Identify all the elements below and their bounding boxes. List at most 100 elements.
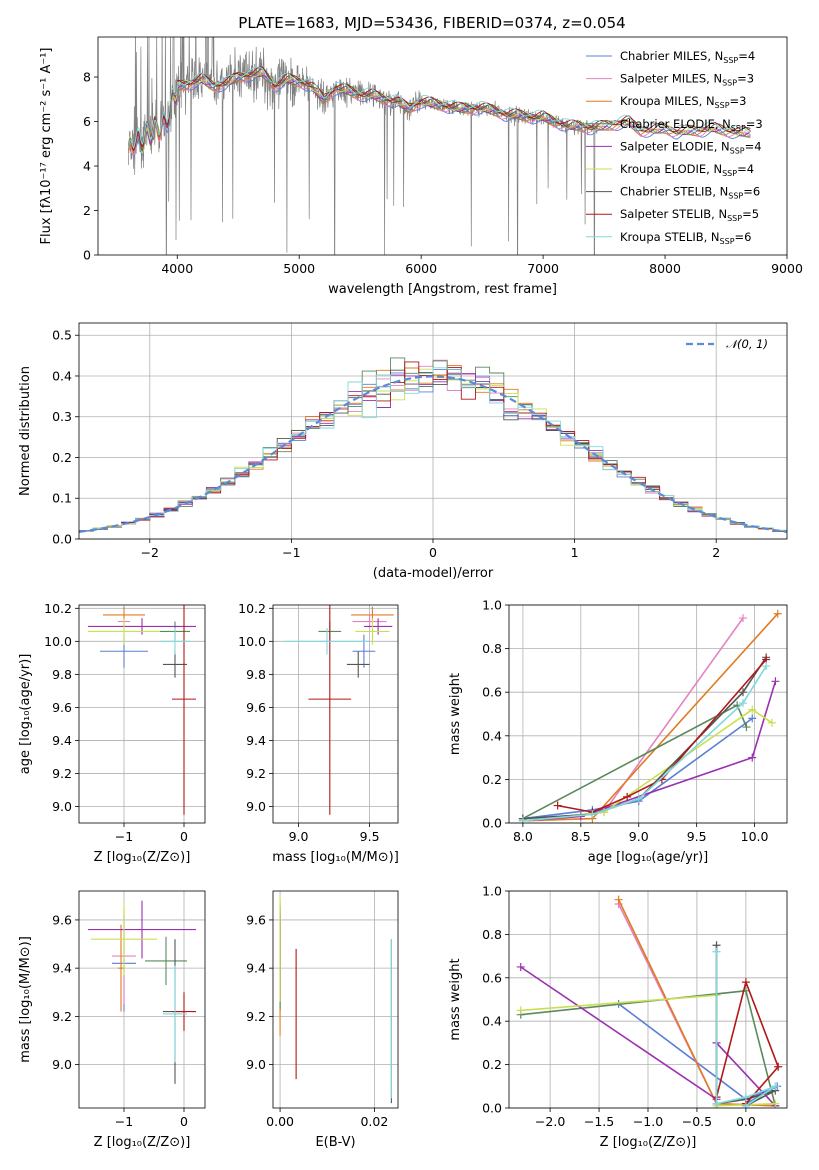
- mass-weight-marker: [516, 962, 525, 971]
- y-tick-label: 0.8: [482, 927, 502, 942]
- legend-entry: Salpeter MILES, NSSP=3: [620, 72, 754, 88]
- legend-entry: Kroupa STELIB, NSSP=6: [620, 230, 751, 246]
- y-axis-label: Normed distribution: [18, 366, 33, 496]
- x-tick-label: −2: [141, 545, 159, 560]
- y-tick-label: 9.0: [52, 799, 72, 814]
- model-spectrum-line-5: [128, 71, 751, 154]
- residual-histogram-panel: −2 −1 0 1 2 0.0 0.1 0.2 0.3 0.4 0.5 (data-model)/er…: [18, 322, 788, 581]
- y-tick-label: 0.4: [482, 728, 502, 743]
- x-tick-label: 8.5: [571, 829, 591, 844]
- legend-entry: Chabrier ELODIE, NSSP=3: [620, 117, 763, 133]
- y-axis-label: Flux [fλ10⁻¹⁷ erg cm⁻² s⁻¹ A⁻¹]: [39, 48, 54, 245]
- x-tick-label: 7000: [527, 261, 559, 276]
- mass-weight-line-8: [715, 979, 780, 1105]
- x-tick-label: 0.00: [266, 1114, 294, 1129]
- mass-weight-marker: [748, 714, 757, 723]
- y-tick-label: 9.8: [52, 667, 72, 682]
- axes-frame: [97, 36, 788, 256]
- y-tick-label: 9.6: [246, 912, 266, 927]
- axes-frame: [272, 890, 399, 1109]
- x-tick-label: 2: [712, 545, 720, 560]
- x-tick-label: 0: [429, 545, 437, 560]
- y-tick-label: 0: [83, 248, 91, 263]
- y-tick-label: 0.0: [52, 532, 72, 547]
- axes-frame: [272, 604, 399, 824]
- legend-entry: Salpeter STELIB, NSSP=5: [620, 207, 759, 223]
- x-tick-label: 9.0: [289, 829, 309, 844]
- mass-weight-marker: [741, 978, 750, 987]
- x-tick-label: −1: [115, 1114, 133, 1129]
- y-tick-label: 10.2: [44, 601, 72, 616]
- histogram-series-9: [79, 367, 787, 534]
- y-tick-label: 9.4: [52, 733, 72, 748]
- y-tick-label: 0.5: [52, 328, 72, 343]
- y-tick-label: 9.0: [246, 799, 266, 814]
- y-tick-label: 0.0: [482, 816, 502, 831]
- model-spectrum-line-8: [128, 66, 751, 152]
- y-tick-label: 4: [83, 159, 91, 174]
- legend-entry: Salpeter ELODIE, NSSP=4: [620, 139, 762, 155]
- x-tick-label: 0.0: [736, 1114, 756, 1129]
- x-axis-label: wavelength [Angstrom, rest frame]: [328, 282, 557, 297]
- mass-weight-marker: [741, 1101, 750, 1108]
- mass-weight-marker: [773, 609, 782, 618]
- y-tick-label: 9.0: [246, 1057, 266, 1072]
- x-tick-label: 0.02: [360, 1114, 388, 1129]
- x-tick-label: −1.0: [633, 1114, 663, 1129]
- legend-entry: Kroupa MILES, NSSP=3: [620, 94, 746, 110]
- y-tick-label: 0.6: [482, 685, 502, 700]
- y-tick-label: 0.1: [52, 491, 72, 506]
- y-tick-label: 9.4: [52, 961, 72, 976]
- mass-weight-marker: [741, 1093, 750, 1102]
- x-tick-label: 8.0: [513, 829, 533, 844]
- x-axis-label: Z [log₁₀(Z/Z⊙)]: [94, 850, 191, 865]
- y-tick-label: 0.6: [482, 970, 502, 985]
- plot-area: [128, 37, 751, 255]
- mass-weight-marker: [712, 1099, 721, 1108]
- y-axis-label: mass weight: [448, 958, 463, 1040]
- y-tick-label: 9.6: [246, 700, 266, 715]
- mass-weight-marker: [712, 947, 721, 956]
- mass-weight-marker: [553, 801, 562, 810]
- model-spectrum-line-9: [128, 66, 751, 149]
- legend-normal-label: 𝒩(0, 1): [726, 337, 768, 351]
- x-axis-label: Z [log₁₀(Z/Z⊙)]: [94, 1135, 191, 1150]
- mass-weight-line-1: [522, 717, 753, 820]
- y-tick-label: 1.0: [482, 598, 502, 613]
- mass-weight-marker: [774, 1062, 783, 1071]
- axes-frame: [508, 890, 788, 1109]
- x-axis-label: age [log₁₀(age/yr)]: [588, 850, 709, 865]
- mass-weight-marker: [771, 1099, 780, 1108]
- plot-area: [88, 900, 196, 1084]
- x-tick-label: 9.0: [629, 829, 649, 844]
- mass-weight-marker: [738, 688, 747, 697]
- y-tick-label: 8: [83, 70, 91, 85]
- y-tick-label: 2: [83, 203, 91, 218]
- y-tick-label: 0.4: [482, 1014, 502, 1029]
- y-axis-label: mass [log₁₀(M/M⊙)]: [18, 936, 33, 1063]
- figure-title: PLATE=1683, MJD=53436, FIBERID=0374, z=0…: [238, 14, 625, 32]
- mass-weight-marker: [762, 662, 771, 671]
- age-vs-metallicity-panel: −1 0 9.0 9.2 9.4 9.6 9.8 10.0 10.2 Z [log₁₀(Z/Z⊙)…: [18, 601, 206, 865]
- mass-weight-marker: [623, 792, 632, 801]
- mass-weight-marker: [516, 1006, 525, 1015]
- plot-area: [284, 605, 394, 815]
- x-tick-label: 0: [180, 829, 188, 844]
- x-tick-label: −1.5: [584, 1114, 614, 1129]
- y-tick-label: 10.0: [44, 634, 72, 649]
- mass-weight-marker: [634, 795, 643, 804]
- y-tick-label: 0.8: [482, 641, 502, 656]
- x-axis-label: mass [log₁₀(M/M⊙)]: [272, 850, 399, 865]
- mass-weight-marker: [748, 705, 757, 714]
- mass-weight-marker: [738, 614, 747, 623]
- mass-weight-marker: [742, 723, 751, 732]
- y-axis-label: age [log₁₀(age/yr)]: [18, 654, 33, 775]
- y-tick-label: 0.0: [482, 1101, 502, 1116]
- x-axis-label: E(B-V): [315, 1135, 355, 1150]
- y-tick-label: 10.2: [238, 601, 266, 616]
- y-tick-label: 0.3: [52, 409, 72, 424]
- mass-weight-marker: [738, 699, 747, 708]
- axes-frame: [78, 604, 206, 824]
- model-spectrum-line-6: [128, 71, 751, 155]
